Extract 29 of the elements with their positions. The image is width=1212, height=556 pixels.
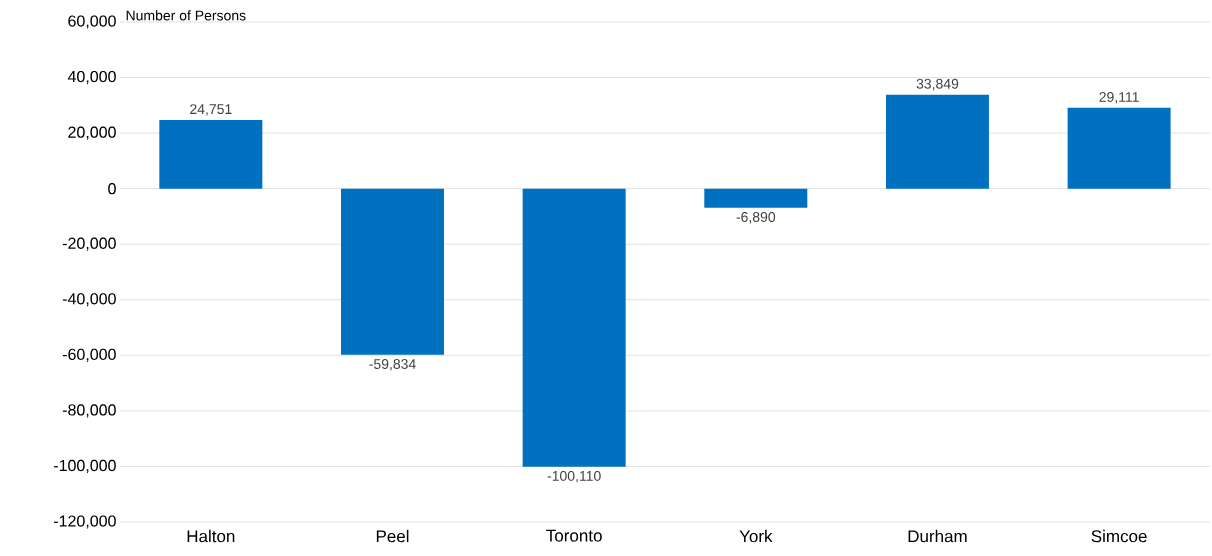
data-label: 33,849 [916,78,959,91]
bar [340,188,444,355]
x-tick-label: Peel [376,529,409,543]
bar [885,94,989,189]
data-label: -6,890 [736,211,776,224]
y-axis-title: Number of Persons [126,10,246,21]
bar [159,119,263,189]
y-tick-label: -100,000 [54,459,116,474]
y-tick-label: 40,000 [67,70,116,85]
x-tick-label: Durham [908,529,967,543]
bar [704,188,808,208]
data-label: -59,834 [369,359,416,371]
y-tick-label: -60,000 [62,348,116,362]
data-label: -100,110 [547,470,601,483]
y-tick-label: -120,000 [54,515,116,529]
bar [522,188,626,467]
y-tick-label: 0 [108,183,116,195]
y-tick-label: -20,000 [62,237,116,251]
x-tick-label: Halton [187,529,235,543]
y-tick-label: -40,000 [62,293,116,307]
data-label: 24,751 [190,104,232,116]
x-tick-label: York [739,529,773,543]
x-tick-label: Toronto [546,529,602,542]
y-tick-label: 60,000 [68,15,116,29]
data-label: 29,111 [1099,92,1139,104]
y-tick-label: -80,000 [62,404,116,418]
x-tick-label: Simcoe [1091,529,1147,543]
y-tick-label: 20,000 [68,126,116,140]
bar [1067,107,1171,189]
